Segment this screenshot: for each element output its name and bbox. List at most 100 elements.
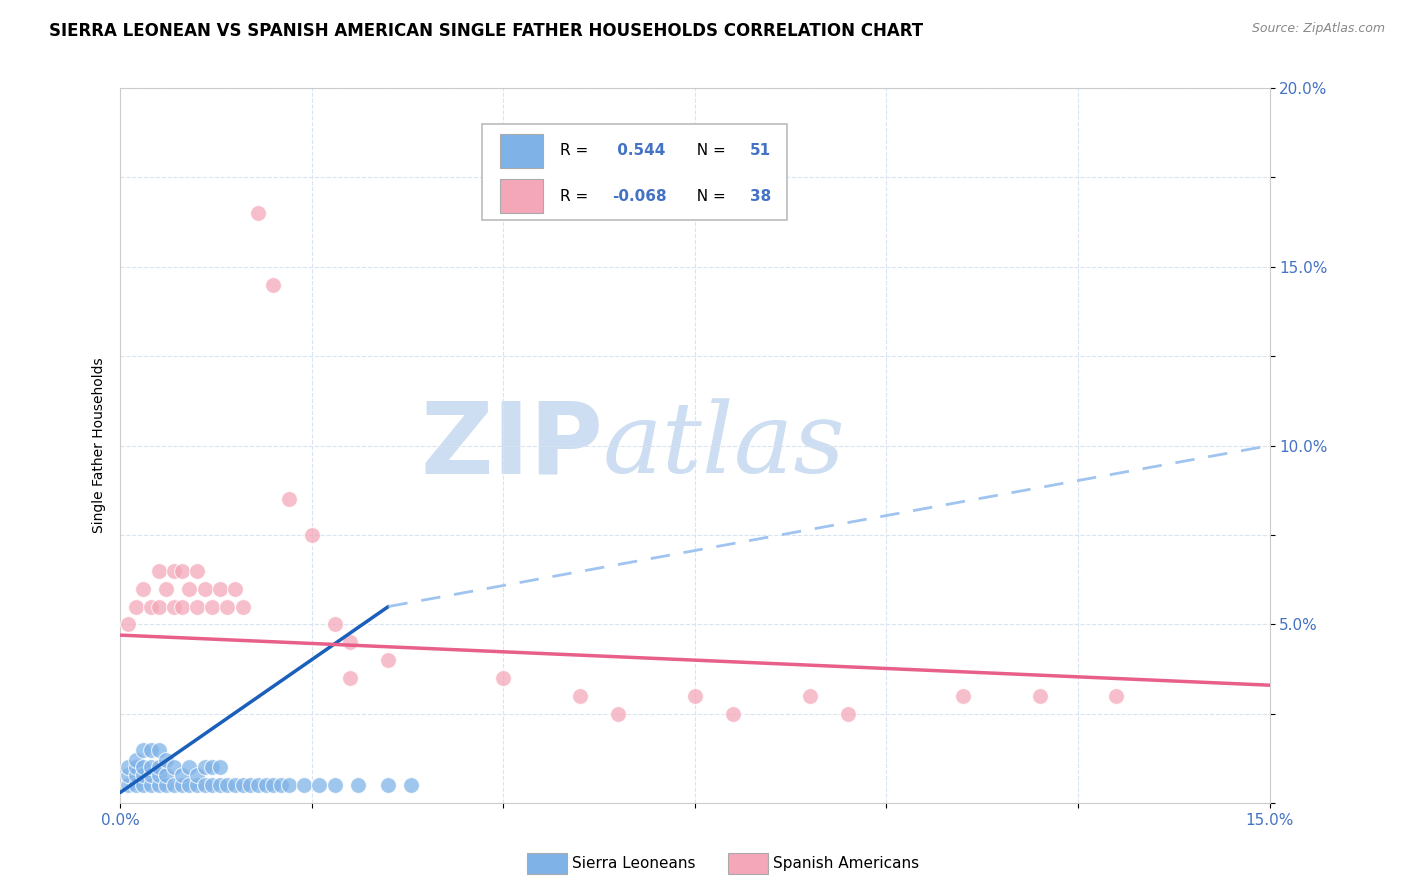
Point — [148, 742, 170, 756]
Point — [124, 767, 146, 781]
Point — [155, 767, 177, 781]
Point — [201, 778, 224, 792]
Point — [148, 767, 170, 781]
Point — [124, 760, 146, 774]
Point — [148, 760, 170, 774]
Text: 51: 51 — [749, 144, 772, 158]
Point — [155, 753, 177, 767]
Point — [224, 582, 246, 596]
Point — [401, 778, 423, 792]
Text: N =: N = — [688, 188, 731, 203]
Point — [224, 778, 246, 792]
Point — [170, 767, 193, 781]
Point — [247, 778, 270, 792]
Point — [492, 671, 515, 685]
Text: Source: ZipAtlas.com: Source: ZipAtlas.com — [1251, 22, 1385, 36]
Point — [148, 599, 170, 614]
Point — [683, 689, 706, 703]
Point — [201, 599, 224, 614]
Point — [232, 599, 254, 614]
Point — [186, 778, 208, 792]
Point — [117, 760, 139, 774]
Point — [346, 778, 368, 792]
Point — [339, 635, 361, 649]
Point — [139, 742, 162, 756]
Point — [117, 617, 139, 632]
Point — [232, 778, 254, 792]
Text: 0.544: 0.544 — [612, 144, 665, 158]
Point — [132, 582, 155, 596]
Point — [377, 653, 399, 667]
Point — [163, 564, 186, 578]
Point — [148, 778, 170, 792]
Point — [607, 706, 630, 721]
Point — [132, 760, 155, 774]
FancyBboxPatch shape — [499, 179, 543, 213]
FancyBboxPatch shape — [482, 124, 787, 220]
Point — [1029, 689, 1052, 703]
Point — [163, 599, 186, 614]
Point — [132, 742, 155, 756]
Point — [170, 599, 193, 614]
Text: -0.068: -0.068 — [612, 188, 666, 203]
Point — [201, 760, 224, 774]
Point — [170, 564, 193, 578]
Point — [170, 778, 193, 792]
Point — [723, 706, 745, 721]
Text: SIERRA LEONEAN VS SPANISH AMERICAN SINGLE FATHER HOUSEHOLDS CORRELATION CHART: SIERRA LEONEAN VS SPANISH AMERICAN SINGL… — [49, 22, 924, 40]
Point — [308, 778, 330, 792]
Y-axis label: Single Father Households: Single Father Households — [93, 358, 107, 533]
Point — [208, 760, 231, 774]
Point — [163, 760, 186, 774]
Point — [799, 689, 821, 703]
Text: Spanish Americans: Spanish Americans — [773, 856, 920, 871]
Point — [339, 671, 361, 685]
Point — [163, 778, 186, 792]
Text: R =: R = — [561, 188, 593, 203]
Point — [139, 778, 162, 792]
Point — [1105, 689, 1128, 703]
Point — [155, 582, 177, 596]
Point — [117, 767, 139, 781]
Point — [292, 778, 315, 792]
Point — [323, 617, 346, 632]
Point — [217, 778, 239, 792]
Text: N =: N = — [688, 144, 731, 158]
Point — [148, 564, 170, 578]
Point — [179, 760, 201, 774]
Point — [377, 778, 399, 792]
Point — [569, 689, 592, 703]
Point — [193, 760, 215, 774]
Point — [124, 599, 146, 614]
Point — [208, 778, 231, 792]
Point — [263, 277, 285, 292]
Text: ZIP: ZIP — [420, 397, 603, 494]
Point — [117, 778, 139, 792]
Point — [263, 778, 285, 792]
Point — [132, 767, 155, 781]
Text: 38: 38 — [749, 188, 772, 203]
Point — [193, 582, 215, 596]
Point — [270, 778, 292, 792]
FancyBboxPatch shape — [499, 134, 543, 168]
Point — [277, 778, 299, 792]
Point — [217, 599, 239, 614]
Point — [124, 778, 146, 792]
Point — [179, 582, 201, 596]
Point — [193, 778, 215, 792]
Point — [323, 778, 346, 792]
Point — [139, 760, 162, 774]
Point — [837, 706, 859, 721]
Point — [186, 564, 208, 578]
Point — [254, 778, 277, 792]
Point — [139, 599, 162, 614]
Point — [208, 582, 231, 596]
Point — [952, 689, 974, 703]
Point — [179, 778, 201, 792]
Point — [124, 753, 146, 767]
Point — [139, 767, 162, 781]
Text: R =: R = — [561, 144, 593, 158]
Point — [247, 206, 270, 220]
Point — [186, 599, 208, 614]
Point — [132, 778, 155, 792]
